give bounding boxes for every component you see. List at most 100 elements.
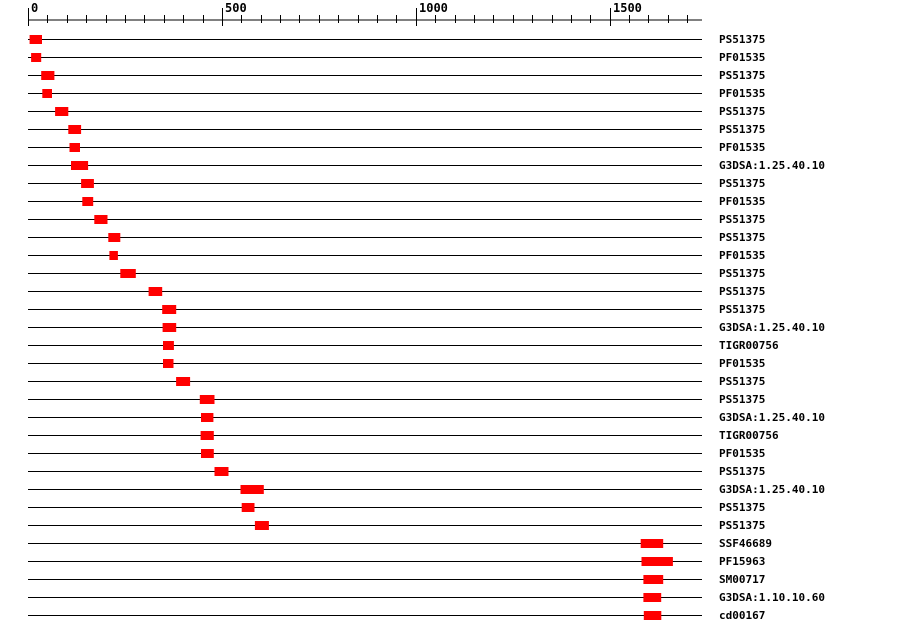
domain-row: TIGR00756 bbox=[28, 339, 779, 352]
domain-row: PS51375 bbox=[28, 519, 765, 532]
row-label: TIGR00756 bbox=[719, 429, 779, 442]
domain-row: PS51375 bbox=[28, 177, 765, 190]
row-label: SSF46689 bbox=[719, 537, 772, 550]
domain-bar[interactable] bbox=[108, 233, 121, 242]
domain-bar[interactable] bbox=[31, 53, 42, 62]
domain-bar[interactable] bbox=[162, 323, 177, 332]
domain-row: PF01535 bbox=[28, 141, 765, 154]
domain-row: PS51375 bbox=[28, 375, 765, 388]
row-label: PS51375 bbox=[719, 231, 765, 244]
row-label: G3DSA:1.25.40.10 bbox=[719, 321, 825, 334]
row-label: SM00717 bbox=[719, 573, 765, 586]
domain-row: PF01535 bbox=[28, 87, 765, 100]
domain-bar[interactable] bbox=[68, 125, 82, 134]
domain-row: PS51375 bbox=[28, 303, 765, 316]
domain-bar[interactable] bbox=[69, 143, 81, 152]
row-label: PF01535 bbox=[719, 249, 765, 262]
domain-bar[interactable] bbox=[55, 107, 69, 116]
domain-bar[interactable] bbox=[201, 413, 214, 422]
row-label: PF01535 bbox=[719, 141, 765, 154]
x-tick-label: 500 bbox=[225, 1, 247, 15]
domain-bar[interactable] bbox=[641, 557, 673, 566]
domain-bar[interactable] bbox=[82, 197, 94, 206]
domain-row: G3DSA:1.25.40.10 bbox=[28, 411, 825, 424]
row-label: cd00167 bbox=[719, 609, 765, 622]
domain-bar[interactable] bbox=[71, 161, 89, 170]
domain-bar[interactable] bbox=[163, 359, 174, 368]
domain-bar[interactable] bbox=[201, 449, 214, 458]
domain-row: PS51375 bbox=[28, 123, 765, 136]
domain-row: PS51375 bbox=[28, 213, 765, 226]
row-label: PF01535 bbox=[719, 195, 765, 208]
domain-bar[interactable] bbox=[199, 395, 215, 404]
row-label: PS51375 bbox=[719, 393, 765, 406]
domain-bar[interactable] bbox=[241, 503, 255, 512]
row-label: PF01535 bbox=[719, 87, 765, 100]
domain-bar[interactable] bbox=[176, 377, 191, 386]
domain-row: G3DSA:1.25.40.10 bbox=[28, 321, 825, 334]
domain-row: SSF46689 bbox=[28, 537, 772, 550]
x-axis: 0 500 1000 1500 bbox=[28, 1, 702, 26]
row-label: PS51375 bbox=[719, 303, 765, 316]
row-label: PS51375 bbox=[719, 213, 765, 226]
domain-rows: PS51375 PF01535 PS51375 PF01535 PS51375 PS513… bbox=[28, 33, 825, 622]
domain-bar[interactable] bbox=[81, 179, 94, 188]
domain-row: PF01535 bbox=[28, 249, 765, 262]
row-label: PS51375 bbox=[719, 285, 765, 298]
domain-bar[interactable] bbox=[240, 485, 264, 494]
row-label: PS51375 bbox=[719, 375, 765, 388]
domain-bar[interactable] bbox=[643, 575, 664, 584]
row-label: PS51375 bbox=[719, 177, 765, 190]
row-label: PS51375 bbox=[719, 501, 765, 514]
domain-bar[interactable] bbox=[163, 341, 174, 350]
domain-row: PF15963 bbox=[28, 555, 765, 568]
row-label: TIGR00756 bbox=[719, 339, 779, 352]
row-label: PF01535 bbox=[719, 357, 765, 370]
x-tick-label: 1000 bbox=[419, 1, 448, 15]
domain-row: PS51375 bbox=[28, 465, 765, 478]
row-label: PS51375 bbox=[719, 519, 765, 532]
domain-bar[interactable] bbox=[109, 251, 118, 260]
row-label: PS51375 bbox=[719, 123, 765, 136]
domain-row: cd00167 bbox=[28, 609, 765, 622]
domain-bar[interactable] bbox=[200, 431, 214, 440]
domain-row: PS51375 bbox=[28, 33, 765, 46]
domain-bar[interactable] bbox=[640, 539, 664, 548]
domain-row: PS51375 bbox=[28, 285, 765, 298]
domain-row: PS51375 bbox=[28, 393, 765, 406]
domain-bar[interactable] bbox=[643, 593, 662, 602]
domain-bar[interactable] bbox=[162, 305, 177, 314]
domain-row: G3DSA:1.10.10.60 bbox=[28, 591, 825, 604]
domain-row: G3DSA:1.25.40.10 bbox=[28, 483, 825, 496]
domain-row: PF01535 bbox=[28, 51, 765, 64]
row-label: PS51375 bbox=[719, 33, 765, 46]
domain-row: G3DSA:1.25.40.10 bbox=[28, 159, 825, 172]
row-label: G3DSA:1.25.40.10 bbox=[719, 411, 825, 424]
domain-row: PS51375 bbox=[28, 501, 765, 514]
domain-bar[interactable] bbox=[41, 71, 55, 80]
domain-bar[interactable] bbox=[214, 467, 229, 476]
row-label: G3DSA:1.10.10.60 bbox=[719, 591, 825, 604]
domain-bar[interactable] bbox=[148, 287, 163, 296]
row-label: PS51375 bbox=[719, 267, 765, 280]
domain-row: PF01535 bbox=[28, 195, 765, 208]
row-label: PS51375 bbox=[719, 465, 765, 478]
row-label: G3DSA:1.25.40.10 bbox=[719, 483, 825, 496]
domain-bar[interactable] bbox=[94, 215, 108, 224]
row-label: PF15963 bbox=[719, 555, 765, 568]
x-tick-label: 0 bbox=[31, 1, 38, 15]
domain-row: PS51375 bbox=[28, 105, 765, 118]
domain-row: PS51375 bbox=[28, 231, 765, 244]
domain-row: PF01535 bbox=[28, 357, 765, 370]
domain-bar[interactable] bbox=[42, 89, 52, 98]
domain-row: PS51375 bbox=[28, 69, 765, 82]
row-label: PF01535 bbox=[719, 447, 765, 460]
domain-row: PF01535 bbox=[28, 447, 765, 460]
domain-bar[interactable] bbox=[29, 35, 42, 44]
domain-bar[interactable] bbox=[643, 611, 662, 620]
domain-bar[interactable] bbox=[254, 521, 269, 530]
domain-bar[interactable] bbox=[120, 269, 136, 278]
domain-row: SM00717 bbox=[28, 573, 765, 586]
row-label: G3DSA:1.25.40.10 bbox=[719, 159, 825, 172]
